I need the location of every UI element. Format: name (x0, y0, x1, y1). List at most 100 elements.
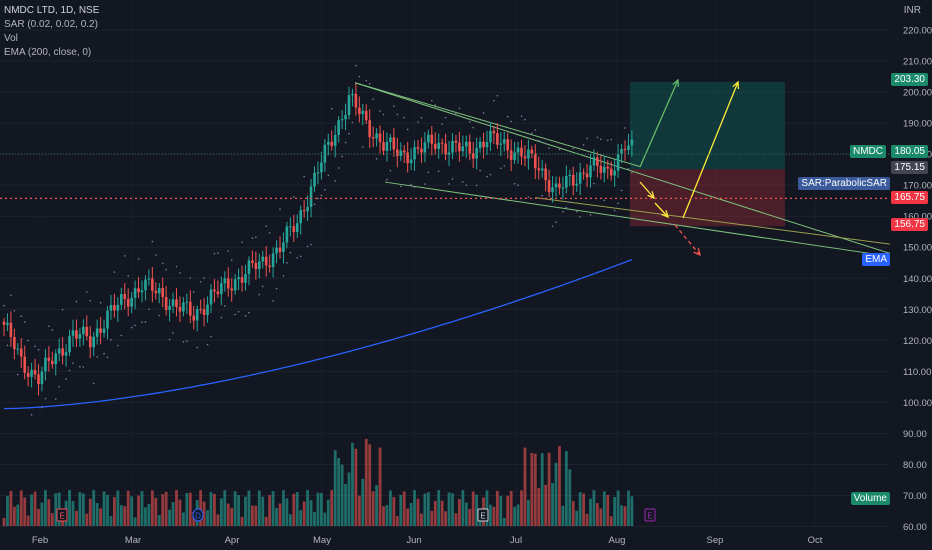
sar-dot (334, 180, 337, 182)
volume-bar (382, 506, 385, 526)
candle-body (596, 157, 599, 166)
volume-bar (420, 513, 423, 526)
sar-dot (562, 210, 564, 213)
candle-body (302, 210, 306, 212)
legend-ema[interactable]: EMA (200, close, 0) (4, 47, 92, 58)
candle-body (23, 356, 26, 373)
volume-bar (54, 493, 58, 526)
sar-dot (548, 147, 550, 149)
volume-bar (81, 493, 85, 526)
sar-dot (603, 199, 606, 202)
volume-bar (585, 513, 589, 526)
sar-dot (617, 202, 619, 205)
sar-dot (120, 334, 123, 337)
volume-bar (123, 506, 127, 526)
volume-bar (278, 503, 282, 526)
volume-bar (106, 494, 109, 526)
candle-body (427, 134, 430, 143)
candle-body (502, 139, 506, 144)
sar-dot (161, 262, 164, 265)
event-marker-label: E (480, 512, 485, 521)
candle-body (123, 294, 127, 299)
candle-body (285, 226, 289, 243)
candle-body (51, 360, 54, 365)
volume-bar (309, 500, 313, 526)
candle-body (565, 175, 568, 188)
candle-body (113, 305, 116, 311)
candle-body (630, 139, 634, 146)
sar-dot (320, 194, 323, 197)
volume-bar (451, 493, 454, 526)
trendline (384, 181, 871, 254)
legend-symbol[interactable]: NMDC LTD, 1D, NSE (4, 5, 100, 16)
green-arrow-head (672, 78, 679, 88)
sar-dot (210, 335, 212, 338)
volume-bar (578, 492, 582, 526)
support-price-tag: 165.75 (891, 191, 928, 204)
sar-dot (475, 184, 478, 187)
sar-dot (406, 128, 409, 131)
sar-dot (117, 344, 119, 347)
legend-sar[interactable]: SAR (0.02, 0.02, 0.2) (4, 19, 98, 30)
volume-bar (551, 483, 554, 526)
sar-dot (141, 321, 143, 324)
candle-body (133, 288, 137, 298)
sar-dot (537, 139, 540, 142)
volume-bar (416, 498, 420, 526)
candle-body (589, 165, 592, 178)
sar-dot (224, 305, 226, 307)
sar-dot (155, 254, 157, 256)
candle-body (333, 134, 337, 146)
volume-bar (223, 490, 227, 526)
yellow-arrow-up (682, 81, 739, 219)
volume-bar (340, 464, 344, 526)
candle-body (2, 321, 6, 325)
projection-arrows (639, 78, 740, 257)
sar-dot (86, 291, 88, 293)
candle-body (551, 187, 554, 193)
candle-body (6, 322, 9, 325)
sar-dot (417, 121, 419, 123)
event-marker (192, 508, 204, 522)
event-marker-label: D (195, 512, 201, 521)
volume-bar (251, 505, 254, 526)
candle-body (406, 152, 409, 164)
sar-dot (503, 165, 506, 167)
candle-body (264, 256, 268, 266)
candle-body (258, 261, 261, 270)
legend-vol[interactable]: Vol (4, 33, 18, 44)
volume-bar (47, 499, 51, 526)
stop-price-tag: 156.75 (891, 218, 928, 231)
volume-bar (533, 453, 537, 526)
red-dashed-arrow-head (693, 248, 701, 257)
volume-bar (368, 444, 372, 526)
volume-bar (185, 492, 189, 526)
y-tick-label: 100.00 (903, 398, 932, 409)
volume-bar (599, 508, 603, 526)
sar-dot (527, 196, 530, 198)
candle-body (361, 110, 365, 115)
sar-dot (65, 378, 67, 380)
volume-bar (392, 497, 396, 526)
sar-dot (327, 174, 330, 177)
volume-bar (164, 491, 168, 526)
candle-body (344, 115, 347, 120)
candle-body (423, 142, 427, 153)
sar-dot (186, 340, 188, 342)
candle-body (182, 302, 185, 312)
volume-bar (540, 453, 544, 526)
sar-dot (468, 120, 471, 123)
candle-body (496, 133, 499, 145)
y-tick-label: 140.00 (903, 274, 932, 285)
volume-bar (92, 490, 96, 526)
sar-dot (472, 126, 475, 129)
sar-dot (389, 169, 392, 172)
volume-bar (2, 518, 6, 526)
candle-body (492, 130, 496, 134)
volume-bar (575, 510, 579, 526)
sar-dot (230, 259, 233, 262)
sar-dot (368, 82, 371, 85)
candle-body (330, 141, 334, 146)
candle-body (78, 334, 82, 339)
